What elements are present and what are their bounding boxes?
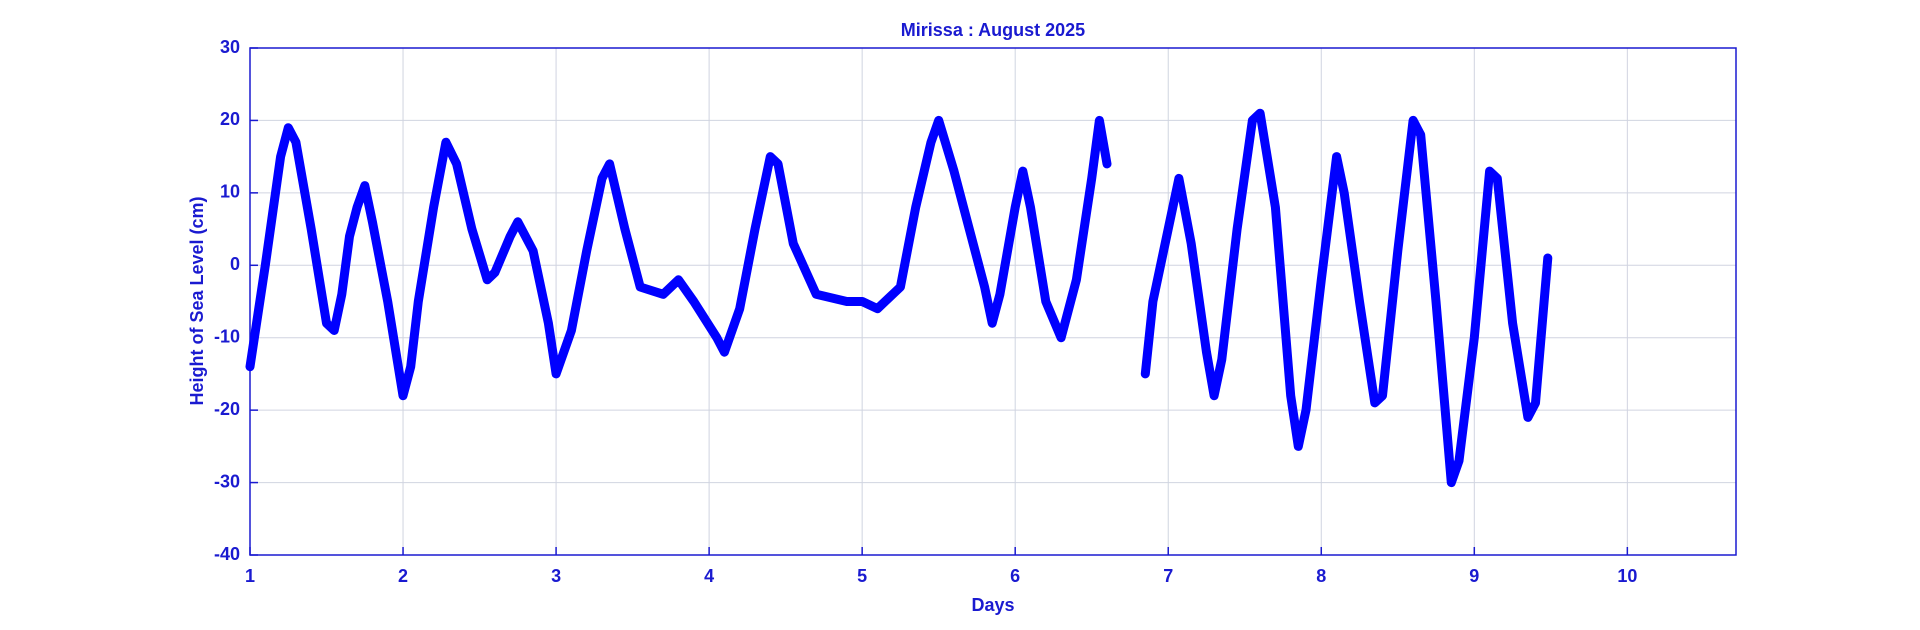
x-tick-label: 9 xyxy=(1469,566,1479,586)
y-tick-label: -10 xyxy=(214,326,240,346)
sea-level-line xyxy=(245,108,1553,488)
x-tick-label: 4 xyxy=(704,566,714,586)
y-tick-label: -30 xyxy=(214,471,240,491)
y-tick-label: 0 xyxy=(230,254,240,274)
y-tick-label: 10 xyxy=(220,182,240,202)
plot-frame xyxy=(249,47,1737,556)
y-tick-label: -40 xyxy=(214,544,240,564)
x-tick-label: 8 xyxy=(1316,566,1326,586)
x-tick-label: 3 xyxy=(551,566,561,586)
chart-title: Mirissa : August 2025 xyxy=(901,20,1085,40)
y-tick-label: 30 xyxy=(220,37,240,57)
x-tick-label: 7 xyxy=(1163,566,1173,586)
x-tick-label: 2 xyxy=(398,566,408,586)
x-tick-label: 10 xyxy=(1617,566,1637,586)
y-tick-label: 20 xyxy=(220,109,240,129)
x-tick-label: 6 xyxy=(1010,566,1020,586)
x-axis-label: Days xyxy=(971,595,1014,615)
y-axis-label: Height of Sea Level (cm) xyxy=(187,196,207,405)
x-tick-label: 5 xyxy=(857,566,867,586)
y-tick-label: -20 xyxy=(214,399,240,419)
x-tick-label: 1 xyxy=(245,566,255,586)
